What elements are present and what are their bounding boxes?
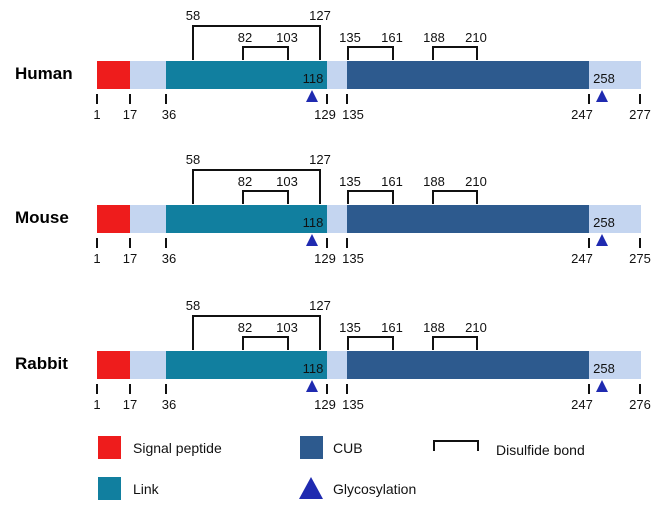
protein-row-mouse: Mouse 58 127 82 103 135 161 188 210 118 … — [15, 152, 651, 266]
glycosylation-label-1: 118 — [303, 215, 324, 230]
disulfide-inner-end: 103 — [276, 30, 298, 45]
disulfide-inner-end: 103 — [276, 174, 298, 189]
legend-glycosylation-label: Glycosylation — [333, 481, 416, 497]
disulfide-bracket-cub2 — [432, 190, 478, 204]
disulfide-bracket-cub1 — [347, 190, 394, 204]
tick-label: 36 — [162, 107, 176, 122]
disulfide-bracket-cub1 — [347, 336, 394, 350]
glycosylation-marker-2 — [596, 380, 608, 392]
glycosylation-marker-1 — [306, 90, 318, 102]
tick-label: 36 — [162, 397, 176, 412]
disulfide-outer-start: 58 — [186, 8, 200, 23]
link-domain — [166, 351, 327, 379]
disulfide-inner-start: 82 — [238, 30, 252, 45]
protein-row-human: Human 58 127 82 103 135 161 188 210 118 … — [15, 8, 651, 122]
tick-label: 36 — [162, 251, 176, 266]
cub-domain — [347, 61, 589, 89]
disulfide-cub2-end: 210 — [465, 30, 487, 45]
disulfide-cub2-start: 188 — [423, 320, 445, 335]
legend-disulfide-label: Disulfide bond — [496, 442, 585, 458]
glycosylation-label-1: 118 — [303, 361, 324, 376]
tick-label: 247 — [571, 251, 593, 266]
tick-label: 1 — [93, 251, 100, 266]
disulfide-bracket-outer — [192, 25, 321, 60]
glycosylation-marker-2 — [596, 234, 608, 246]
disulfide-cub2-start: 188 — [423, 30, 445, 45]
disulfide-cub2-end: 210 — [465, 320, 487, 335]
position-ticks — [96, 94, 641, 104]
tick-label: 17 — [123, 107, 137, 122]
disulfide-cub1-start: 135 — [339, 174, 361, 189]
tick-label: 1 — [93, 397, 100, 412]
tick-label: 17 — [123, 251, 137, 266]
disulfide-bracket-cub1 — [347, 46, 394, 60]
glycosylation-marker-1 — [306, 234, 318, 246]
disulfide-bracket-outer — [192, 315, 321, 350]
signal-peptide-domain — [97, 351, 130, 379]
legend-cub-swatch — [300, 436, 323, 459]
disulfide-bracket-cub2 — [432, 46, 478, 60]
tick-label: 135 — [342, 397, 364, 412]
link-domain — [166, 61, 327, 89]
disulfide-outer-start: 58 — [186, 298, 200, 313]
tick-label: 275 — [629, 251, 651, 266]
disulfide-cub2-end: 210 — [465, 174, 487, 189]
cub-domain — [347, 351, 589, 379]
disulfide-outer-start: 58 — [186, 152, 200, 167]
glycosylation-label-2: 258 — [593, 215, 615, 230]
legend-signal-label: Signal peptide — [133, 440, 222, 456]
tick-label: 1 — [93, 107, 100, 122]
protein-name: Human — [15, 64, 73, 83]
disulfide-bracket-outer — [192, 169, 321, 204]
cub-domain — [347, 205, 589, 233]
disulfide-cub2-start: 188 — [423, 174, 445, 189]
tick-label: 277 — [629, 107, 651, 122]
position-ticks — [96, 384, 641, 394]
disulfide-bracket-inner — [242, 336, 289, 350]
disulfide-bracket-inner — [242, 190, 289, 204]
disulfide-outer-end: 127 — [309, 8, 331, 23]
legend-link-swatch — [98, 477, 121, 500]
legend-link-label: Link — [133, 481, 160, 497]
disulfide-bracket-inner — [242, 46, 289, 60]
legend-glycosylation-icon — [299, 477, 323, 499]
protein-name: Mouse — [15, 208, 69, 227]
protein-row-rabbit: Rabbit 58 127 82 103 135 161 188 210 118… — [15, 298, 651, 412]
protein-name: Rabbit — [15, 354, 68, 373]
tick-label: 247 — [571, 107, 593, 122]
legend: Signal peptide CUB Disulfide bond Link G… — [98, 436, 585, 500]
tick-label: 135 — [342, 107, 364, 122]
tick-label: 135 — [342, 251, 364, 266]
disulfide-outer-end: 127 — [309, 152, 331, 167]
position-ticks — [96, 238, 641, 248]
link-domain — [166, 205, 327, 233]
tick-label: 17 — [123, 397, 137, 412]
glycosylation-marker-2 — [596, 90, 608, 102]
disulfide-outer-end: 127 — [309, 298, 331, 313]
disulfide-inner-start: 82 — [238, 320, 252, 335]
disulfide-cub1-end: 161 — [381, 30, 403, 45]
disulfide-cub1-end: 161 — [381, 320, 403, 335]
disulfide-cub1-start: 135 — [339, 320, 361, 335]
disulfide-inner-end: 103 — [276, 320, 298, 335]
legend-cub-label: CUB — [333, 440, 363, 456]
glycosylation-label-2: 258 — [593, 361, 615, 376]
tick-label: 247 — [571, 397, 593, 412]
disulfide-cub1-end: 161 — [381, 174, 403, 189]
disulfide-inner-start: 82 — [238, 174, 252, 189]
legend-disulfide-icon — [433, 440, 479, 451]
disulfide-bracket-cub2 — [432, 336, 478, 350]
tick-label: 276 — [629, 397, 651, 412]
glycosylation-label-2: 258 — [593, 71, 615, 86]
disulfide-cub1-start: 135 — [339, 30, 361, 45]
tick-label: 129 — [314, 397, 336, 412]
signal-peptide-domain — [97, 205, 130, 233]
signal-peptide-domain — [97, 61, 130, 89]
glycosylation-label-1: 118 — [303, 71, 324, 86]
legend-signal-swatch — [98, 436, 121, 459]
tick-label: 129 — [314, 107, 336, 122]
glycosylation-marker-1 — [306, 380, 318, 392]
tick-label: 129 — [314, 251, 336, 266]
